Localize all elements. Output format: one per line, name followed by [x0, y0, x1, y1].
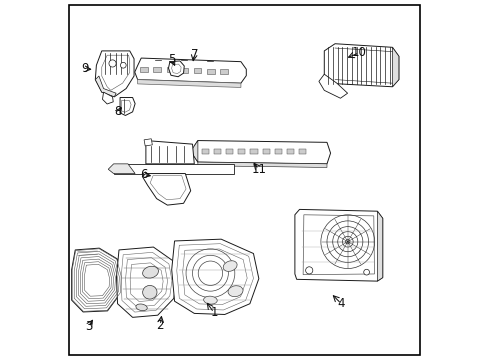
Polygon shape	[95, 76, 116, 97]
Polygon shape	[220, 69, 228, 75]
Polygon shape	[198, 162, 326, 167]
Polygon shape	[201, 149, 208, 154]
Polygon shape	[144, 139, 152, 146]
Polygon shape	[116, 247, 176, 318]
Polygon shape	[72, 248, 122, 312]
Polygon shape	[377, 211, 382, 281]
Polygon shape	[193, 68, 201, 73]
Polygon shape	[318, 74, 347, 98]
Polygon shape	[108, 164, 135, 174]
Polygon shape	[137, 80, 241, 87]
Polygon shape	[142, 174, 190, 205]
Polygon shape	[145, 140, 194, 164]
Polygon shape	[238, 149, 245, 154]
Polygon shape	[392, 47, 398, 87]
Text: 3: 3	[84, 320, 92, 333]
Polygon shape	[120, 98, 135, 116]
Text: 7: 7	[190, 48, 198, 61]
Circle shape	[363, 269, 369, 275]
Polygon shape	[102, 92, 113, 104]
Ellipse shape	[203, 296, 217, 304]
Ellipse shape	[142, 285, 157, 299]
Polygon shape	[274, 149, 282, 154]
Text: 6: 6	[140, 168, 147, 181]
Text: 5: 5	[168, 53, 175, 66]
Polygon shape	[286, 149, 293, 154]
Polygon shape	[294, 210, 382, 281]
Ellipse shape	[142, 266, 158, 278]
Polygon shape	[299, 149, 305, 154]
Text: 8: 8	[114, 105, 122, 118]
Polygon shape	[194, 140, 330, 164]
Text: 10: 10	[351, 46, 366, 59]
Polygon shape	[166, 67, 174, 72]
Polygon shape	[113, 164, 233, 174]
Text: 9: 9	[81, 62, 88, 75]
Polygon shape	[225, 149, 233, 154]
Polygon shape	[153, 67, 161, 72]
Circle shape	[305, 267, 312, 274]
Text: 2: 2	[156, 319, 163, 332]
Polygon shape	[140, 67, 147, 72]
Polygon shape	[180, 68, 188, 73]
Polygon shape	[95, 51, 134, 97]
Polygon shape	[190, 140, 198, 162]
Circle shape	[120, 62, 126, 68]
Polygon shape	[168, 61, 184, 77]
Text: 1: 1	[210, 306, 217, 319]
Polygon shape	[206, 69, 214, 74]
Text: 4: 4	[337, 297, 345, 310]
Polygon shape	[135, 58, 246, 83]
Ellipse shape	[136, 304, 147, 311]
Text: 11: 11	[251, 163, 266, 176]
Polygon shape	[250, 149, 257, 154]
Circle shape	[109, 60, 116, 67]
Polygon shape	[171, 239, 258, 315]
Ellipse shape	[223, 261, 237, 271]
Ellipse shape	[227, 286, 243, 297]
Polygon shape	[324, 44, 398, 87]
Polygon shape	[262, 149, 269, 154]
Polygon shape	[213, 149, 221, 154]
